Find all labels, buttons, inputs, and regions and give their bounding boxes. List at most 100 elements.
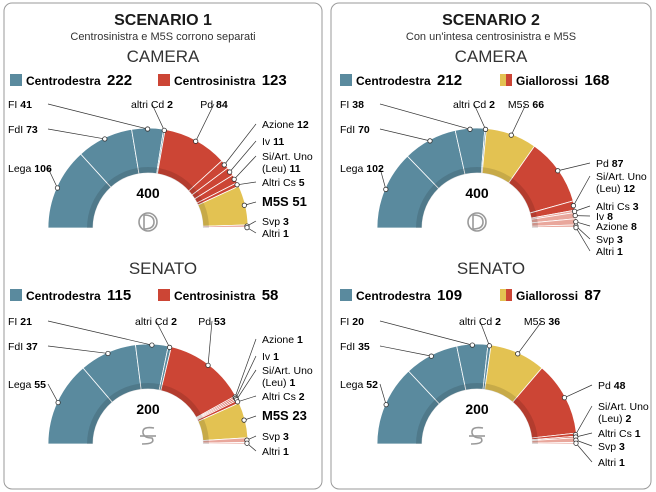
legend-value: 87 [584, 287, 601, 304]
inner-ring-shade [416, 167, 538, 228]
slice-label: Azione 8 [596, 221, 637, 233]
slice-label: M5S 51 [262, 194, 307, 209]
leader-line [155, 320, 170, 348]
leader-line [517, 320, 543, 354]
slice-label: M5S 66 [508, 99, 544, 111]
slice-value: 55 [34, 379, 46, 391]
slice-value: 3 [617, 234, 623, 246]
legend-swatch [500, 74, 506, 86]
slice-label: Azione 12 [262, 119, 309, 131]
legend-value: 115 [107, 287, 131, 304]
slice-value: 73 [26, 124, 38, 136]
scenario-2-senato-heading: SENATO [457, 259, 525, 278]
leader-dot [166, 344, 173, 350]
svg-text:Centrodestra 222: Centrodestra 222 [26, 72, 132, 89]
slice-value: 1 [289, 377, 295, 389]
slice-label-line: (Leu) 2 [598, 413, 631, 425]
slice-label: FI 21 [8, 316, 32, 328]
leader-line [229, 140, 257, 173]
legend-label: Centrosinistra [174, 289, 256, 303]
legend-swatch [10, 289, 22, 301]
leader-line [379, 345, 432, 357]
scenario-2-camera-heading: CAMERA [455, 47, 528, 66]
slice-name: Altri Cs [596, 201, 633, 213]
slice-label: Iv 8 [596, 211, 613, 223]
slice-label: FdI 35 [340, 341, 370, 353]
total-seats-s2-senato: 200 [465, 401, 489, 417]
leader-dot [469, 342, 475, 348]
legend-s1-senato: Centrodestra 115 Centrosinistra 58 [10, 287, 278, 304]
slice-value: 2 [299, 391, 305, 403]
slice-name: FI [8, 99, 20, 111]
panel-frame-scenario-2 [330, 2, 652, 490]
slice-label-line: (Leu) 12 [596, 183, 635, 195]
slice-name: Iv [262, 136, 273, 148]
legend-swatch [500, 289, 506, 301]
slice-label: Svp 3 [262, 216, 289, 228]
leader-dot [244, 440, 250, 446]
seat-slice-altri [531, 226, 578, 229]
slice-name: Svp [262, 216, 283, 228]
leader-dot [573, 440, 579, 446]
slice-name: FdI [8, 341, 26, 353]
leader-dot [486, 343, 493, 349]
slice-name: Altri Cs [262, 177, 299, 189]
leader-line [574, 205, 591, 212]
leader-dot [149, 342, 155, 348]
slice-value: 35 [358, 341, 370, 353]
leader-line [510, 103, 527, 136]
svg-text:Centrosinistra 123: Centrosinistra 123 [174, 72, 287, 89]
slice-name: Pd [596, 158, 612, 170]
total-seats-s1-senato: 200 [136, 401, 160, 417]
slice-name: FdI [8, 124, 26, 136]
slice-name: Altri [596, 246, 617, 258]
leader-line [473, 103, 486, 130]
slice-label: Svp 3 [598, 441, 625, 453]
inner-ring-shade [416, 383, 538, 444]
slice-value: 12 [623, 183, 635, 195]
slice-label-line: Si/Art. Uno [262, 365, 313, 377]
leader-line [573, 175, 591, 206]
senato-emblem-icon [140, 426, 156, 445]
leader-dot [102, 136, 108, 142]
slice-label-line: Si/Art. Uno [598, 401, 649, 413]
leader-dot [221, 162, 227, 168]
slice-name: Svp [262, 431, 283, 443]
leader-line [575, 439, 593, 447]
slice-value: 102 [366, 163, 384, 175]
slice-name: Lega [340, 379, 366, 391]
leader-line [379, 103, 471, 130]
slice-label: Lega 52 [340, 379, 378, 391]
svg-text:Giallorossi 168: Giallorossi 168 [516, 72, 609, 89]
hemicycle-chart: Lega 106 FdI 73 FI 41 altri Cd 2 Pd 84 Azione… [8, 99, 313, 240]
slice-label: Si/Art. Uno (Leu) 2 [598, 401, 649, 425]
leader-line [47, 103, 148, 130]
leader-dot [383, 402, 389, 408]
slice-name: Pd [598, 380, 614, 392]
leader-line [207, 320, 213, 366]
legend-value: 58 [262, 287, 279, 304]
slice-value: 21 [20, 316, 32, 328]
scenario-1-subtitle: Centrosinistra e M5S corrono separati [70, 31, 255, 43]
leader-dot [571, 208, 578, 214]
leader-dot [573, 219, 579, 225]
slice-value: 2 [489, 99, 495, 111]
slice-label-line: Si/Art. Uno [596, 171, 647, 183]
slice-value: 1 [273, 351, 279, 363]
slice-name: Iv [596, 211, 607, 223]
leader-dot [205, 362, 211, 368]
leader-dot [241, 202, 247, 208]
slice-value: 52 [366, 379, 378, 391]
slice-name: M5S [262, 408, 292, 423]
leader-line [575, 432, 593, 438]
leader-dot [467, 126, 473, 132]
seat-slice-altri [202, 226, 249, 229]
slice-name: FI [8, 316, 20, 328]
leader-line [379, 383, 387, 405]
svg-text:Centrodestra 212: Centrodestra 212 [356, 72, 462, 89]
slice-label: Pd 87 [596, 158, 624, 170]
slice-label: Lega 106 [8, 163, 52, 175]
slice-name: Altri [262, 446, 283, 458]
slice-value: 106 [34, 163, 52, 175]
